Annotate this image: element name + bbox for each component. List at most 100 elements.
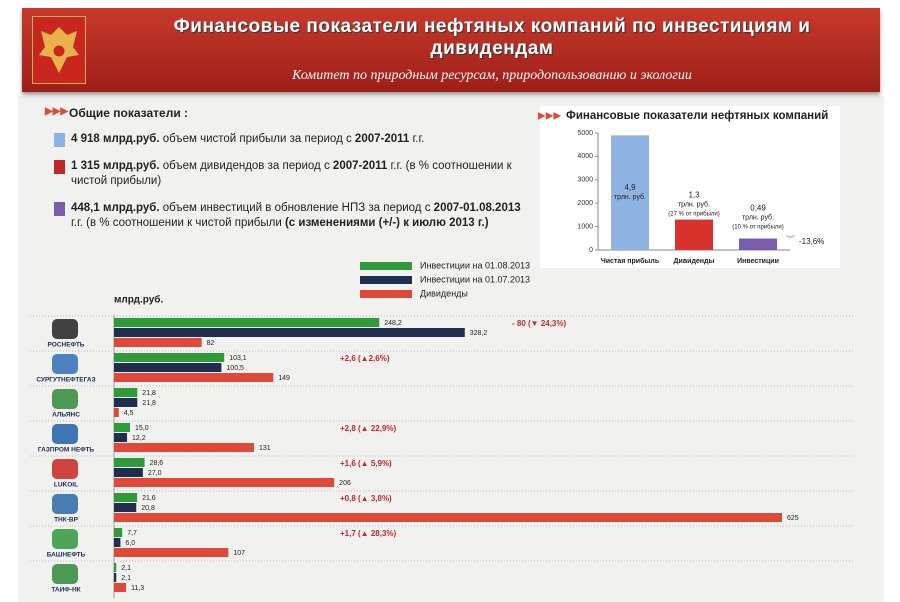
bar — [114, 493, 138, 502]
change-label: +2,8 (▲ 22,9%) — [340, 424, 397, 433]
bar — [114, 388, 138, 397]
logo-icon — [52, 319, 78, 339]
bar — [114, 398, 138, 407]
arrows-icon: ▶▶▶ — [45, 106, 69, 117]
value-label: 107 — [233, 550, 245, 557]
value-label: 12,2 — [132, 435, 146, 442]
legend-swatch — [360, 276, 412, 284]
x-tick-label: Инвестиции — [737, 258, 779, 265]
bar — [114, 513, 782, 522]
arrows-icon: ▶▶▶ — [538, 111, 561, 122]
value-label: 4,9 трлн. руб. — [614, 183, 646, 201]
value-label-line: трлн. руб. — [678, 200, 710, 208]
item-text: объем инвестиций в обновление НПЗ за пер… — [159, 202, 434, 214]
change-label: +2,6 (▲2,6%) — [340, 354, 390, 363]
company-name: БАШНЕФТЬ — [47, 552, 86, 559]
legend-swatch — [360, 290, 412, 298]
company-name: СУРГУТНЕФТЕГАЗ — [36, 377, 95, 384]
chart-title: Финансовые показатели нефтяных компаний — [566, 110, 828, 122]
value-label: 248,2 — [384, 320, 402, 327]
bar — [114, 363, 222, 372]
bar — [675, 219, 713, 250]
item-text: г.г. — [409, 133, 425, 145]
value-label: 7,7 — [127, 530, 137, 537]
company-name: АЛЬЯНС — [52, 412, 80, 419]
summary-item: 448,1 млрд.руб. объем инвестиций в обнов… — [45, 201, 535, 231]
bar — [611, 135, 649, 250]
item-text: 2007-01.08.2013 — [433, 202, 521, 214]
x-tick-label: Дивиденды — [674, 258, 715, 265]
subtitle: Комитет по природным ресурсам, природопо… — [292, 68, 692, 83]
change-label: - 80 (▼ 24,3%) — [512, 319, 566, 328]
company-name: РОСНЕФТЬ — [48, 342, 85, 349]
legend-label: Инвестиции на 01.08.2013 — [420, 260, 530, 270]
bar — [114, 353, 225, 362]
bar — [739, 238, 777, 250]
item-text: 2007-2011 — [332, 160, 388, 172]
bar — [114, 573, 117, 582]
bar — [114, 338, 202, 347]
change-label: +1,6 (▲ 5,9%) — [340, 459, 392, 468]
value-label: 20,8 — [141, 505, 155, 512]
value-label: 0,49 трлн. руб. (10 % от прибыли) — [732, 204, 784, 230]
logo-icon — [52, 424, 78, 444]
bar — [114, 458, 145, 467]
bar — [114, 423, 131, 432]
logo-icon — [52, 354, 78, 374]
logo-icon — [52, 459, 78, 479]
bar — [114, 328, 465, 337]
logo-icon — [52, 494, 78, 514]
value-label: 1,3 трлн. руб. (27 % от прибыли) — [668, 191, 720, 217]
item-text: 2007-2011 — [354, 133, 410, 145]
bar — [114, 503, 137, 512]
bar — [114, 318, 380, 327]
value-label: 27,0 — [148, 470, 162, 477]
value-label: 100,5 — [226, 365, 244, 372]
summary-heading: Общие показатели : — [69, 106, 189, 120]
value-label: 21,8 — [142, 400, 156, 407]
value-label: 2,1 — [121, 565, 131, 572]
change-label: +1,7 (▲ 28,3%) — [340, 529, 397, 538]
bar — [114, 583, 127, 592]
bar — [114, 548, 229, 557]
value-label-line: (10 % от прибыли) — [732, 224, 784, 230]
value-label: 28,6 — [150, 460, 164, 467]
value-label: 11,3 — [131, 585, 144, 592]
bar — [114, 433, 128, 442]
logo-icon — [52, 389, 78, 409]
value-label: 206 — [339, 480, 351, 487]
value-label: 15,0 — [135, 425, 149, 432]
legend-label: Дивиденды — [420, 288, 468, 298]
y-tick-label: 1000 — [577, 223, 593, 230]
summary-item: 4 918 млрд.руб. объем чистой прибыли за … — [45, 132, 535, 147]
title: Финансовые показатели нефтяных компаний … — [173, 16, 811, 59]
item-text: (с изменениями (+/-) к июлю 2013 г.) — [284, 217, 489, 229]
annotation: -13,6% — [799, 237, 824, 246]
y-tick-label: 0 — [589, 247, 593, 254]
value-label-line: (27 % от прибыли) — [668, 211, 720, 217]
value-label: 328,2 — [470, 330, 488, 337]
bar — [114, 443, 255, 452]
value-label: 6,0 — [125, 540, 135, 547]
y-tick-label: 2000 — [577, 200, 593, 207]
value-label: 625 — [787, 515, 799, 522]
value-label: 103,1 — [229, 355, 247, 362]
value-label: 131 — [259, 445, 271, 452]
company-name: ГАЗПРОМ НЕФТЬ — [38, 447, 95, 454]
legend-swatch — [360, 262, 412, 270]
summary: ▶▶▶ Общие показатели : 4 918 млрд.руб. об… — [45, 106, 535, 243]
emblem — [32, 16, 86, 84]
item-text: 4 918 млрд.руб. — [71, 133, 160, 145]
bar — [114, 478, 335, 487]
company-name: ТНК-ВР — [54, 517, 78, 524]
value-label: 21,6 — [142, 495, 156, 502]
value-label: 2,1 — [121, 575, 131, 582]
item-text: 448,1 млрд.руб. — [71, 202, 160, 214]
value-label: 149 — [278, 375, 290, 382]
chevrons-icon: ︾ — [786, 234, 795, 244]
item-text: г.г. (в % соотношении к чистой прибыли) — [71, 160, 512, 187]
bar — [114, 408, 119, 417]
value-label-line: 4,9 — [624, 183, 636, 192]
